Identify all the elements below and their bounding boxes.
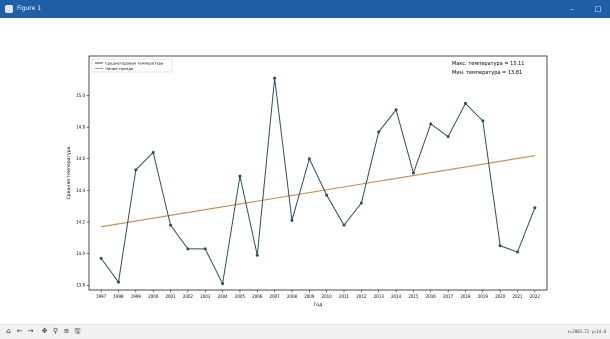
home-icon[interactable]: ⌂: [6, 327, 11, 335]
x-tick-label: 2020: [495, 294, 506, 299]
x-tick-label: 2013: [374, 294, 385, 299]
data-point: [186, 247, 190, 251]
data-point: [342, 223, 346, 227]
x-tick-label: 2014: [391, 294, 402, 299]
data-point: [116, 280, 120, 284]
window-title: Figure 1: [17, 5, 42, 12]
max-temperature-annotation: Макс. температура = 15.11: [452, 61, 524, 67]
y-tick-label: 13.8: [76, 283, 85, 288]
y-tick-label: 14.0: [76, 251, 85, 256]
data-point: [498, 244, 502, 248]
x-tick-label: 2009: [304, 294, 315, 299]
configure-icon[interactable]: ≡: [63, 327, 70, 335]
navigation-toolbar: ⌂ ← → ✥ ⚲ ≡ 🖫 x=2003.72 y=14.0: [0, 324, 610, 339]
x-tick-label: 2015: [408, 294, 419, 299]
x-tick-label: 2018: [460, 294, 471, 299]
x-tick-label: 2006: [252, 294, 263, 299]
data-point: [238, 174, 242, 178]
x-tick-label: 2005: [235, 294, 246, 299]
x-tick-label: 2021: [512, 294, 523, 299]
data-point: [169, 223, 173, 227]
data-point: [290, 218, 294, 222]
y-tick-label: 14.6: [76, 156, 85, 161]
y-tick-label: 14.4: [76, 188, 85, 193]
x-tick-label: 2012: [356, 294, 367, 299]
y-tick-label: 15.0: [76, 93, 85, 98]
x-tick-label: 2022: [530, 294, 541, 299]
x-tick-label: 1998: [113, 294, 124, 299]
x-tick-label: 1999: [131, 294, 142, 299]
x-tick-label: 1997: [96, 294, 107, 299]
data-point: [463, 101, 467, 105]
x-tick-label: 2000: [148, 294, 159, 299]
plot-frame: [88, 55, 548, 291]
data-point: [151, 150, 155, 154]
figure-canvas[interactable]: 1997 1998 1999 2000 2001 2002 2003 2004 2005 2006…: [0, 18, 610, 324]
x-tick-label: 2004: [217, 294, 228, 299]
data-point: [325, 193, 329, 197]
trend-line: [101, 155, 535, 228]
line-chart: 1997 1998 1999 2000 2001 2002 2003 2004 2005 2006…: [66, 55, 548, 308]
data-point: [446, 135, 450, 139]
temperature-series-line: [100, 78, 536, 286]
x-tick-label: 2016: [426, 294, 437, 299]
cursor-coordinates: x=2003.72 y=14.0: [567, 329, 606, 334]
data-point: [481, 119, 485, 123]
x-tick-label: 2003: [200, 294, 211, 299]
back-icon[interactable]: ←: [16, 327, 23, 335]
app-icon: [5, 5, 13, 13]
x-tick-label: 2008: [287, 294, 298, 299]
data-point: [533, 206, 537, 210]
zoom-icon[interactable]: ⚲: [52, 327, 59, 335]
x-tick-label: 2001: [165, 294, 176, 299]
forward-icon[interactable]: →: [27, 327, 34, 335]
data-point: [273, 76, 277, 80]
legend-label-trend: Линия тренда: [105, 66, 133, 71]
x-tick-label: 2017: [443, 294, 454, 299]
data-point: [134, 168, 138, 172]
data-point: [99, 256, 103, 260]
y-tick-label: 14.2: [76, 219, 85, 224]
x-tick-label: 2019: [478, 294, 489, 299]
data-point: [411, 171, 415, 175]
x-tick-label: 2002: [183, 294, 194, 299]
data-point: [307, 157, 311, 161]
data-point: [221, 282, 225, 286]
minimize-button[interactable]: –: [570, 5, 574, 13]
maximize-button[interactable]: □: [594, 5, 602, 13]
legend-label-temperature: Среднегодовая температура: [105, 60, 163, 65]
window-titlebar: Figure 1 – □: [0, 0, 610, 18]
data-point: [203, 247, 207, 251]
save-icon[interactable]: 🖫: [74, 327, 81, 335]
data-point: [255, 253, 259, 257]
data-point: [377, 130, 381, 134]
y-tick-label: 14.8: [76, 125, 85, 130]
x-axis-label: Год: [314, 302, 323, 308]
legend-box: [91, 58, 173, 73]
x-tick-label: 2007: [270, 294, 281, 299]
x-tick-label: 2010: [322, 294, 333, 299]
min-temperature-annotation: Мин. температура = 13.81: [452, 70, 522, 76]
data-point: [516, 250, 520, 254]
pan-icon[interactable]: ✥: [41, 327, 48, 335]
x-tick-label: 2011: [339, 294, 350, 299]
data-point: [394, 108, 398, 112]
data-point: [429, 122, 433, 126]
data-point: [359, 201, 363, 205]
y-axis-label: Средняя температура: [66, 146, 72, 199]
